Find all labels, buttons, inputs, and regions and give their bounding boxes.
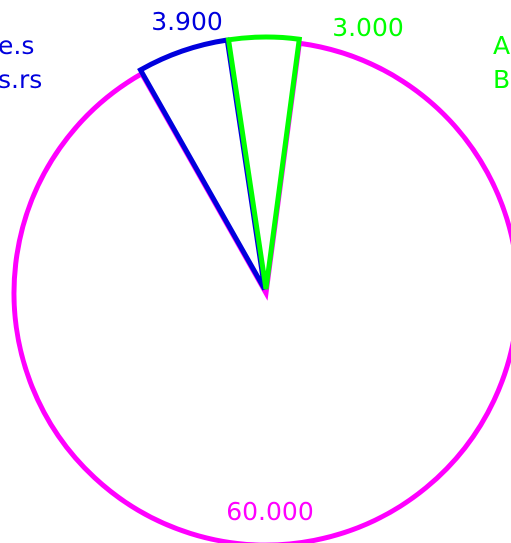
pie-slices [11,34,511,543]
pie-value-label-2: 3.000 [332,13,404,42]
pie-slice-0 [11,40,511,543]
pie-value-labels: 60.000 3.900 3.000 [151,7,404,526]
legend-right-line-1: A [493,31,510,60]
legend-right-line-2: B [493,65,510,94]
pie-value-label-1: 3.900 [151,7,223,36]
legend-left-line-2: s.rs [0,65,42,94]
legend-left-line-1: e.s [0,31,34,60]
pie-value-label-0: 60.000 [226,497,313,526]
pie-slice-2 [225,34,303,290]
